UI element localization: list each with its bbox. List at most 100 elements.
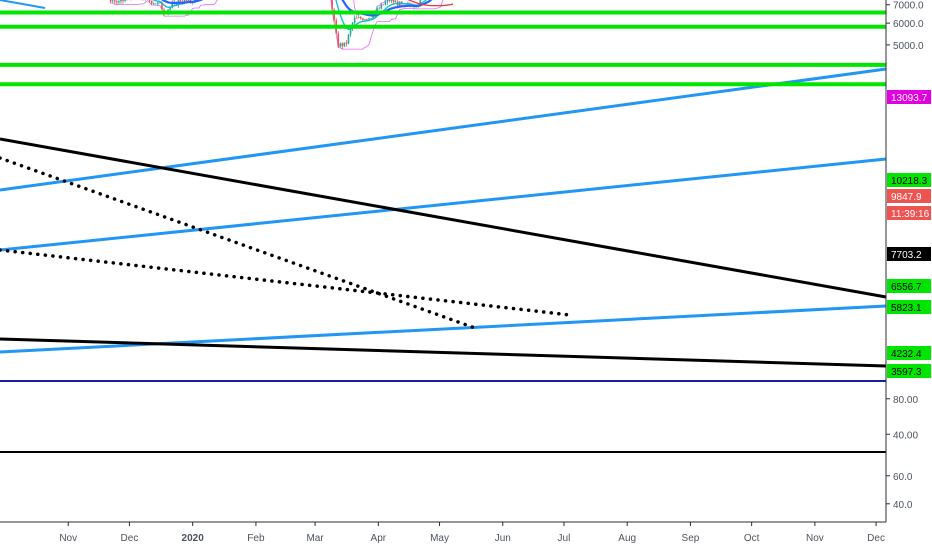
candle-body-74 (150, 0, 153, 4)
price-label-box (887, 189, 931, 203)
price-label-4: 7703.2 (887, 247, 931, 261)
candle-body-163 (333, 9, 335, 21)
candle-body-54 (109, 0, 112, 2)
candle-body-91 (185, 0, 188, 1)
indicator-panes-layer (0, 380, 886, 453)
candle-body-173 (353, 17, 356, 23)
blue-trend-lower (0, 304, 887, 354)
candle-body-166 (339, 43, 342, 47)
time-tick-label: Jun (495, 533, 511, 544)
candle-body-188 (384, 1, 387, 5)
price-label-text: 4232.4 (891, 349, 922, 360)
candle-body-60 (122, 0, 124, 1)
candle-body-88 (179, 0, 182, 3)
price-label-6: 5823.1 (887, 300, 931, 314)
time-tick-label: Dec (121, 533, 139, 544)
channel-upper-line (171, 0, 419, 16)
pane-tick-label: 80.00 (893, 395, 918, 406)
time-tick-label: Sep (682, 533, 700, 544)
candle-body-57 (116, 1, 118, 3)
price-label-2: 9847.9 (887, 189, 931, 203)
price-labels-layer: 13093.7 10218.3 9847.9 11:39:16 7703.2 6556.7… (887, 90, 931, 378)
candle-body-83 (169, 7, 171, 10)
candle-body-179 (366, 19, 368, 21)
candle-body-59 (120, 0, 122, 2)
time-tick-label: Nov (59, 533, 77, 544)
price-label-text: 11:39:16 (891, 209, 930, 220)
horizontal-levels-layer (0, 10, 886, 87)
candle-body-185 (378, 8, 381, 10)
candle-body-174 (355, 17, 358, 19)
price-label-box (887, 247, 931, 261)
blue-trend-corner (0, 0, 46, 9)
time-tick-label: 2020 (182, 533, 205, 544)
channel-lower-line (109, 0, 444, 50)
candle-body-58 (118, 1, 120, 3)
price-tick-label: 5000.0 (893, 41, 924, 52)
candle-body-193 (394, 1, 397, 3)
price-label-text: 5823.1 (891, 303, 922, 314)
black-trend-lower (0, 337, 887, 368)
price-tick-label: 6000.0 (893, 19, 924, 30)
price-label-text: 6556.7 (891, 282, 922, 293)
candle-body-168 (343, 42, 346, 47)
candle-body-55 (111, 0, 114, 2)
candle-body-187 (382, 4, 385, 6)
price-label-box (887, 346, 931, 360)
time-tick-label: Mar (306, 533, 324, 544)
price-label-box (887, 206, 931, 220)
candle-body-190 (388, 0, 391, 1)
candle-body-205 (419, 0, 422, 6)
price-tick-label: 7000.0 (893, 1, 924, 12)
price-label-3: 11:39:16 (887, 206, 931, 220)
candle-body-76 (155, 3, 157, 5)
time-tick-label: May (430, 533, 449, 544)
price-label-text: 3597.3 (891, 367, 922, 378)
candle-body-178 (364, 19, 366, 21)
candle-body-176 (360, 17, 362, 19)
candle-body-78 (159, 2, 161, 4)
candle-body-84 (171, 3, 173, 8)
pane-tick-label: 40.00 (893, 430, 918, 441)
price-label-8: 3597.3 (887, 364, 931, 378)
candle-body-75 (152, 3, 155, 5)
dotted-trend-upper (0, 156, 477, 330)
time-tick-label: Feb (247, 533, 265, 544)
price-label-text: 10218.3 (891, 176, 928, 187)
candle-body-191 (390, 0, 393, 1)
candle-body-175 (357, 17, 360, 18)
candle-body-92 (187, 0, 190, 1)
time-tick-label: Apr (371, 533, 387, 544)
blue-trend-upper (0, 67, 887, 192)
dotted-trend-lower (0, 248, 572, 317)
price-label-box (887, 300, 931, 314)
price-label-5: 6556.7 (887, 279, 931, 293)
price-label-7: 4232.4 (887, 346, 931, 360)
candle-body-171 (349, 28, 352, 35)
pane-tick-label: 60.0 (893, 472, 913, 483)
candle-body-192 (392, 0, 395, 3)
channel-band-layer (109, 0, 444, 50)
candle-body-189 (386, 0, 389, 2)
candle-body-177 (362, 18, 364, 21)
time-tick-label: Nov (806, 533, 824, 544)
candle-body-186 (380, 4, 383, 9)
time-tick-label: Aug (618, 533, 636, 544)
price-label-text: 13093.7 (891, 93, 928, 104)
candle-body-79 (161, 2, 163, 10)
price-label-box (887, 173, 931, 187)
time-tick-label: Dec (867, 533, 885, 544)
price-label-box (887, 364, 931, 378)
candle-body-180 (368, 18, 370, 20)
candle-body-61 (124, 0, 126, 1)
candle-body-56 (114, 0, 116, 2)
time-tick-label: Oct (744, 533, 760, 544)
candle-body-169 (345, 42, 348, 44)
candle-body-77 (157, 2, 159, 4)
price-label-box (887, 279, 931, 293)
pane-tick-label: 40.0 (893, 500, 913, 511)
axes-layer: 16000.015000.014000.012000.011000.08000.… (0, 0, 924, 544)
candle-body-73 (148, 0, 151, 1)
